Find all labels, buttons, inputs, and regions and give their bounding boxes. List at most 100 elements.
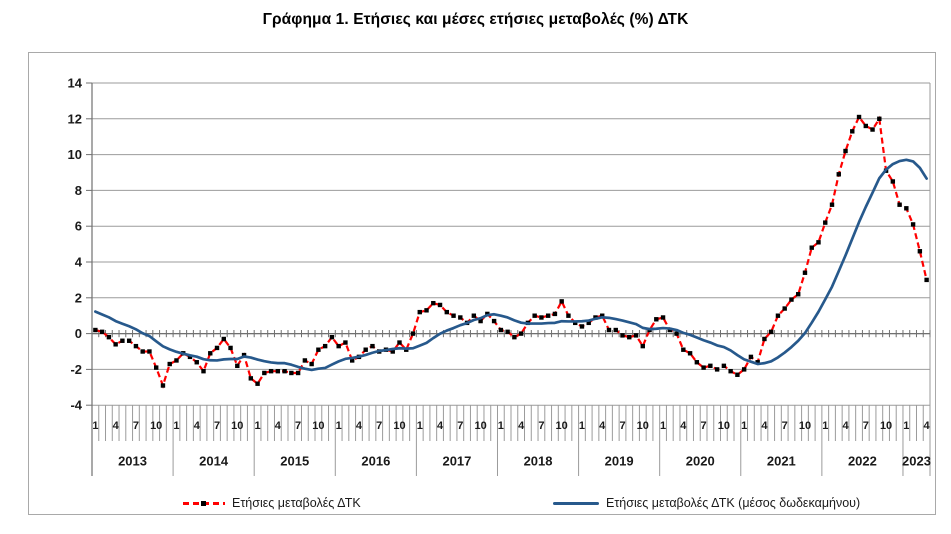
legend-label-average: Ετήσιες μεταβολές ΔΤΚ (μέσος δωδεκαμήνου… [606,496,861,510]
data-point-marker [268,368,274,374]
series-average-line [94,158,928,372]
data-point-marker [789,297,794,302]
legend-item-annual: Ετήσιες μεταβολές ΔΤΚ [183,495,361,511]
data-point-marker [241,352,247,358]
data-point-marker [262,370,267,376]
data-point-marker [870,127,875,132]
data-point-marker [904,206,909,211]
data-point-marker [573,320,578,326]
data-point-marker [512,334,517,340]
data-point-marker [559,299,564,304]
month-tick-label: 10 [150,420,162,432]
year-label: 2021 [767,454,796,469]
x-axis-year-band [91,441,931,476]
y-tick-label: 10 [68,147,82,162]
data-point-marker [349,358,355,363]
data-point-marker [802,270,808,275]
data-point-marker [106,334,112,340]
data-point-marker [748,354,754,360]
month-tick-label: 10 [880,420,892,432]
data-point-marker [417,309,422,315]
data-point-marker [221,336,226,342]
data-point-marker [796,292,801,297]
month-tick-label: 4 [680,420,687,432]
data-point-marker [823,220,828,225]
data-point-marker [505,329,510,335]
data-point-marker [431,300,436,306]
data-point-marker [491,318,497,324]
data-point-marker [654,317,659,322]
month-tick-label: 10 [718,420,730,432]
data-point-marker [674,331,679,336]
month-tick-label: 1 [822,420,828,432]
data-point-marker [478,318,483,324]
data-point-marker [167,361,172,367]
data-point-marker [735,372,740,377]
month-tick-label: 7 [214,420,220,432]
month-tick-label: 4 [275,420,282,432]
data-point-marker [147,349,152,354]
data-point-marker [309,361,314,367]
month-tick-label: 4 [356,420,363,432]
legend-item-average: Ετήσιες μεταβολές ΔΤΚ (μέσος δωδεκαμήνου… [553,495,860,511]
series-annual-line [95,114,928,389]
data-point-marker [552,311,558,317]
y-tick-label: 8 [75,183,82,198]
data-point-marker [545,313,551,318]
year-label: 2015 [280,454,309,469]
month-tick-label: 4 [842,420,849,432]
month-tick-label: 1 [741,420,747,432]
y-tick-label: -2 [70,362,82,377]
month-tick-label: 10 [474,420,486,432]
month-tick-label: 4 [437,420,444,432]
data-point-marker [728,368,733,374]
data-point-marker [701,365,706,370]
y-axis-labels: 14 12 10 8 6 4 2 0 -2 -4 [68,76,83,413]
data-point-marker [201,368,206,374]
month-tick-label: 10 [637,420,649,432]
data-point-marker [154,365,159,370]
data-point-marker [370,343,375,349]
data-point-marker [194,360,199,365]
data-point-marker [518,331,524,336]
data-point-marker [714,367,720,372]
data-point-marker [126,338,132,343]
data-point-marker [586,320,591,326]
y-tick-label: 4 [75,255,83,270]
data-point-marker [390,349,395,354]
data-point-marker [660,315,666,320]
month-tick-label: 1 [255,420,261,432]
year-label: 2017 [442,454,471,469]
data-point-marker [397,340,402,345]
data-point-marker [640,343,645,349]
month-tick-label: 1 [903,420,909,432]
data-point-marker [829,202,835,207]
data-point-marker [863,123,868,129]
chart-frame [28,52,936,515]
data-point-marker [539,315,544,320]
legend-solid-blue-line-icon [553,501,599,505]
month-tick-label: 1 [336,420,342,432]
year-label: 2023 [902,454,931,469]
data-point-marker [120,338,125,343]
data-point-marker [187,354,193,360]
data-point-marker [444,309,449,315]
data-point-marker [160,383,166,388]
data-point-marker [471,313,477,318]
data-point-marker [579,324,585,329]
month-tick-label: 7 [376,420,382,432]
data-point-marker [363,347,368,352]
month-tick-label: 4 [599,420,606,432]
month-tick-label: 1 [579,420,585,432]
data-point-marker [897,202,902,207]
year-label: 2020 [686,454,715,469]
year-label: 2019 [605,454,634,469]
data-point-marker [681,347,686,352]
legend-dashed-red-line-icon [183,500,225,506]
axes [91,83,931,476]
series-annual-markers [93,114,929,388]
x-axis-year-labels: 2013 2014 2015 2016 2017 2018 2019 2020 2021 2022… [118,454,931,469]
x-axis-month-labels: 1 4 7 10 1 4 7 10 1 4 7 10 1 4 7 10 1 4 7 10 1 4 7 10 1 4 7 10 1 4 7 10… [92,420,930,432]
month-tick-label: 10 [312,420,324,432]
